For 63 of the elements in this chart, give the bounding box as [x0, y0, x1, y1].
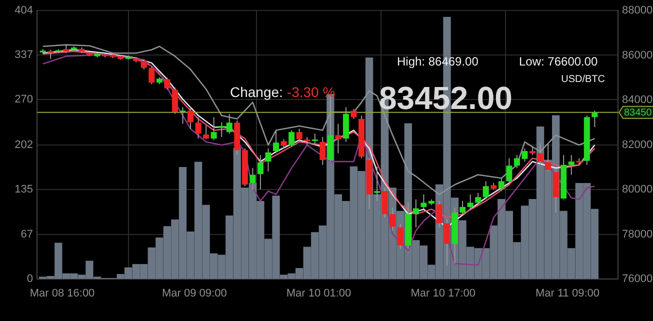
candlestick [537, 142, 544, 166]
y2-tick-label: 88000 [622, 4, 653, 17]
candlestick [257, 154, 264, 190]
y-tick-label: 270 [14, 94, 33, 106]
candlestick [568, 154, 574, 176]
y2-tick-label: 84000 [622, 94, 653, 106]
candlestick [296, 128, 302, 142]
candlestick [226, 113, 232, 134]
candlestick [312, 133, 318, 146]
candlestick [164, 77, 170, 90]
annotation: Change: [230, 84, 283, 100]
x-tick-label: Mar 11 09:00 [535, 288, 600, 300]
candlestick [436, 200, 442, 228]
y-tick-label: 0 [26, 273, 33, 286]
candlestick [382, 187, 388, 218]
x-tick-label: Mar 09 09:00 [162, 288, 227, 300]
candlestick [545, 142, 552, 172]
y2-tick-label: 78000 [622, 228, 653, 240]
candlestick [320, 136, 326, 166]
candlestick [218, 122, 225, 138]
x-tick-label: Mar 10 01:00 [286, 288, 352, 300]
y2-tick-label: 82000 [622, 138, 653, 151]
candlestick [250, 168, 256, 190]
y2-tick-label: 86000 [622, 49, 653, 62]
candlestick [265, 148, 272, 172]
annotation: -3.30 % [286, 84, 336, 100]
y2-tick-label: 76000 [622, 273, 653, 286]
candlestick [444, 218, 450, 266]
candlestick [148, 66, 155, 85]
y-tick-label: 404 [14, 4, 33, 17]
candlestick [506, 158, 512, 184]
candlestick [273, 130, 280, 154]
candlestick [390, 207, 396, 232]
y-tick-label: 337 [14, 49, 33, 62]
ref-line-label: 83450 [624, 108, 652, 119]
candlestick [188, 106, 194, 130]
candlestick [467, 194, 474, 210]
y2-tick-label: 80000 [622, 184, 653, 196]
y-tick-label: 202 [14, 138, 33, 151]
annotation: USD/BTC [561, 74, 605, 85]
candlestick [475, 192, 482, 205]
candlestick [592, 110, 598, 128]
x-tick-label: Mar 10 17:00 [410, 288, 476, 300]
x-tick-label: Mar 08 16:00 [30, 288, 95, 300]
candlestick [203, 124, 210, 140]
candlestick [350, 108, 357, 120]
y-tick-label: 135 [14, 183, 33, 196]
candlestick [460, 200, 466, 215]
annotation: Low: 76600.00 [519, 54, 598, 68]
candlestick [172, 87, 178, 114]
candlestick [280, 138, 287, 149]
candlestick [210, 116, 217, 141]
candlestick [48, 49, 54, 60]
candlestick [140, 59, 147, 70]
candlestick [335, 123, 342, 154]
candlestick [498, 178, 504, 192]
candlestick [420, 194, 427, 210]
candlestick [288, 130, 295, 148]
y-tick-label: 67 [20, 228, 33, 241]
candlestick [180, 106, 186, 124]
candlestick [412, 198, 419, 228]
candlestick [482, 180, 489, 200]
candlestick [195, 116, 202, 140]
